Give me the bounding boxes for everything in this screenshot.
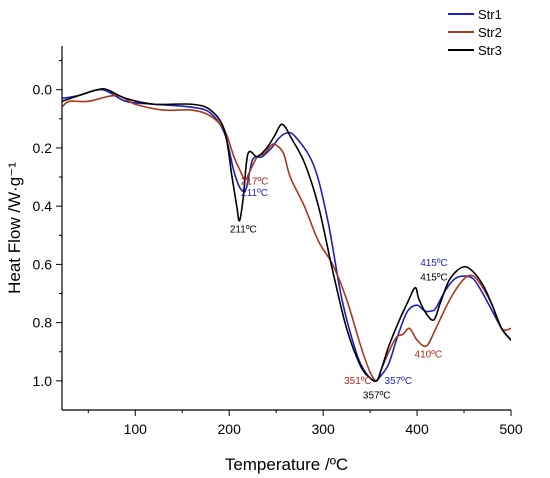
peak-annotation: 357ºC — [384, 376, 412, 387]
x-axis-title: Temperature /ºC — [225, 455, 348, 474]
x-tick-label: 300 — [311, 421, 335, 437]
legend-label-str1: Str1 — [478, 7, 502, 22]
y-tick-label: 0.6 — [33, 256, 53, 272]
legend-label-str2: Str2 — [478, 25, 502, 40]
peak-annotation: 410ºC — [415, 350, 443, 361]
peak-annotation: 415ºC — [420, 272, 448, 283]
peak-annotation: 211ºC — [241, 188, 268, 199]
series-line-str2 — [62, 94, 511, 382]
peak-annotation: 357ºC — [363, 390, 391, 401]
legend: Str1 Str2 Str3 — [448, 7, 502, 58]
peak-annotation: 217ºC — [241, 176, 269, 187]
x-tick-label: 400 — [405, 421, 429, 437]
peak-annotation: 415ºC — [420, 258, 448, 269]
y-tick-label: 0.2 — [33, 140, 53, 156]
y-tick-label: 0.4 — [33, 198, 53, 214]
series-line-str3 — [62, 87, 511, 383]
series-line-str1 — [62, 88, 511, 382]
x-tick-label: 100 — [124, 421, 148, 437]
ticks: 100 200 300 400 500 0.0 0.2 0.4 0.6 0.8 1.0 — [33, 60, 523, 437]
y-tick-label: 0.8 — [33, 315, 53, 331]
x-tick-label: 500 — [499, 421, 523, 437]
y-tick-label: 0.0 — [33, 82, 53, 98]
legend-label-str3: Str3 — [478, 43, 502, 58]
peak-annotation: 351ºC — [344, 376, 372, 387]
y-tick-label: 1.0 — [33, 373, 53, 389]
x-tick-label: 200 — [218, 421, 242, 437]
series — [62, 87, 511, 383]
peak-annotation: 211ºC — [230, 224, 257, 235]
y-axis-title: Heat Flow /W·g⁻¹ — [5, 162, 24, 294]
